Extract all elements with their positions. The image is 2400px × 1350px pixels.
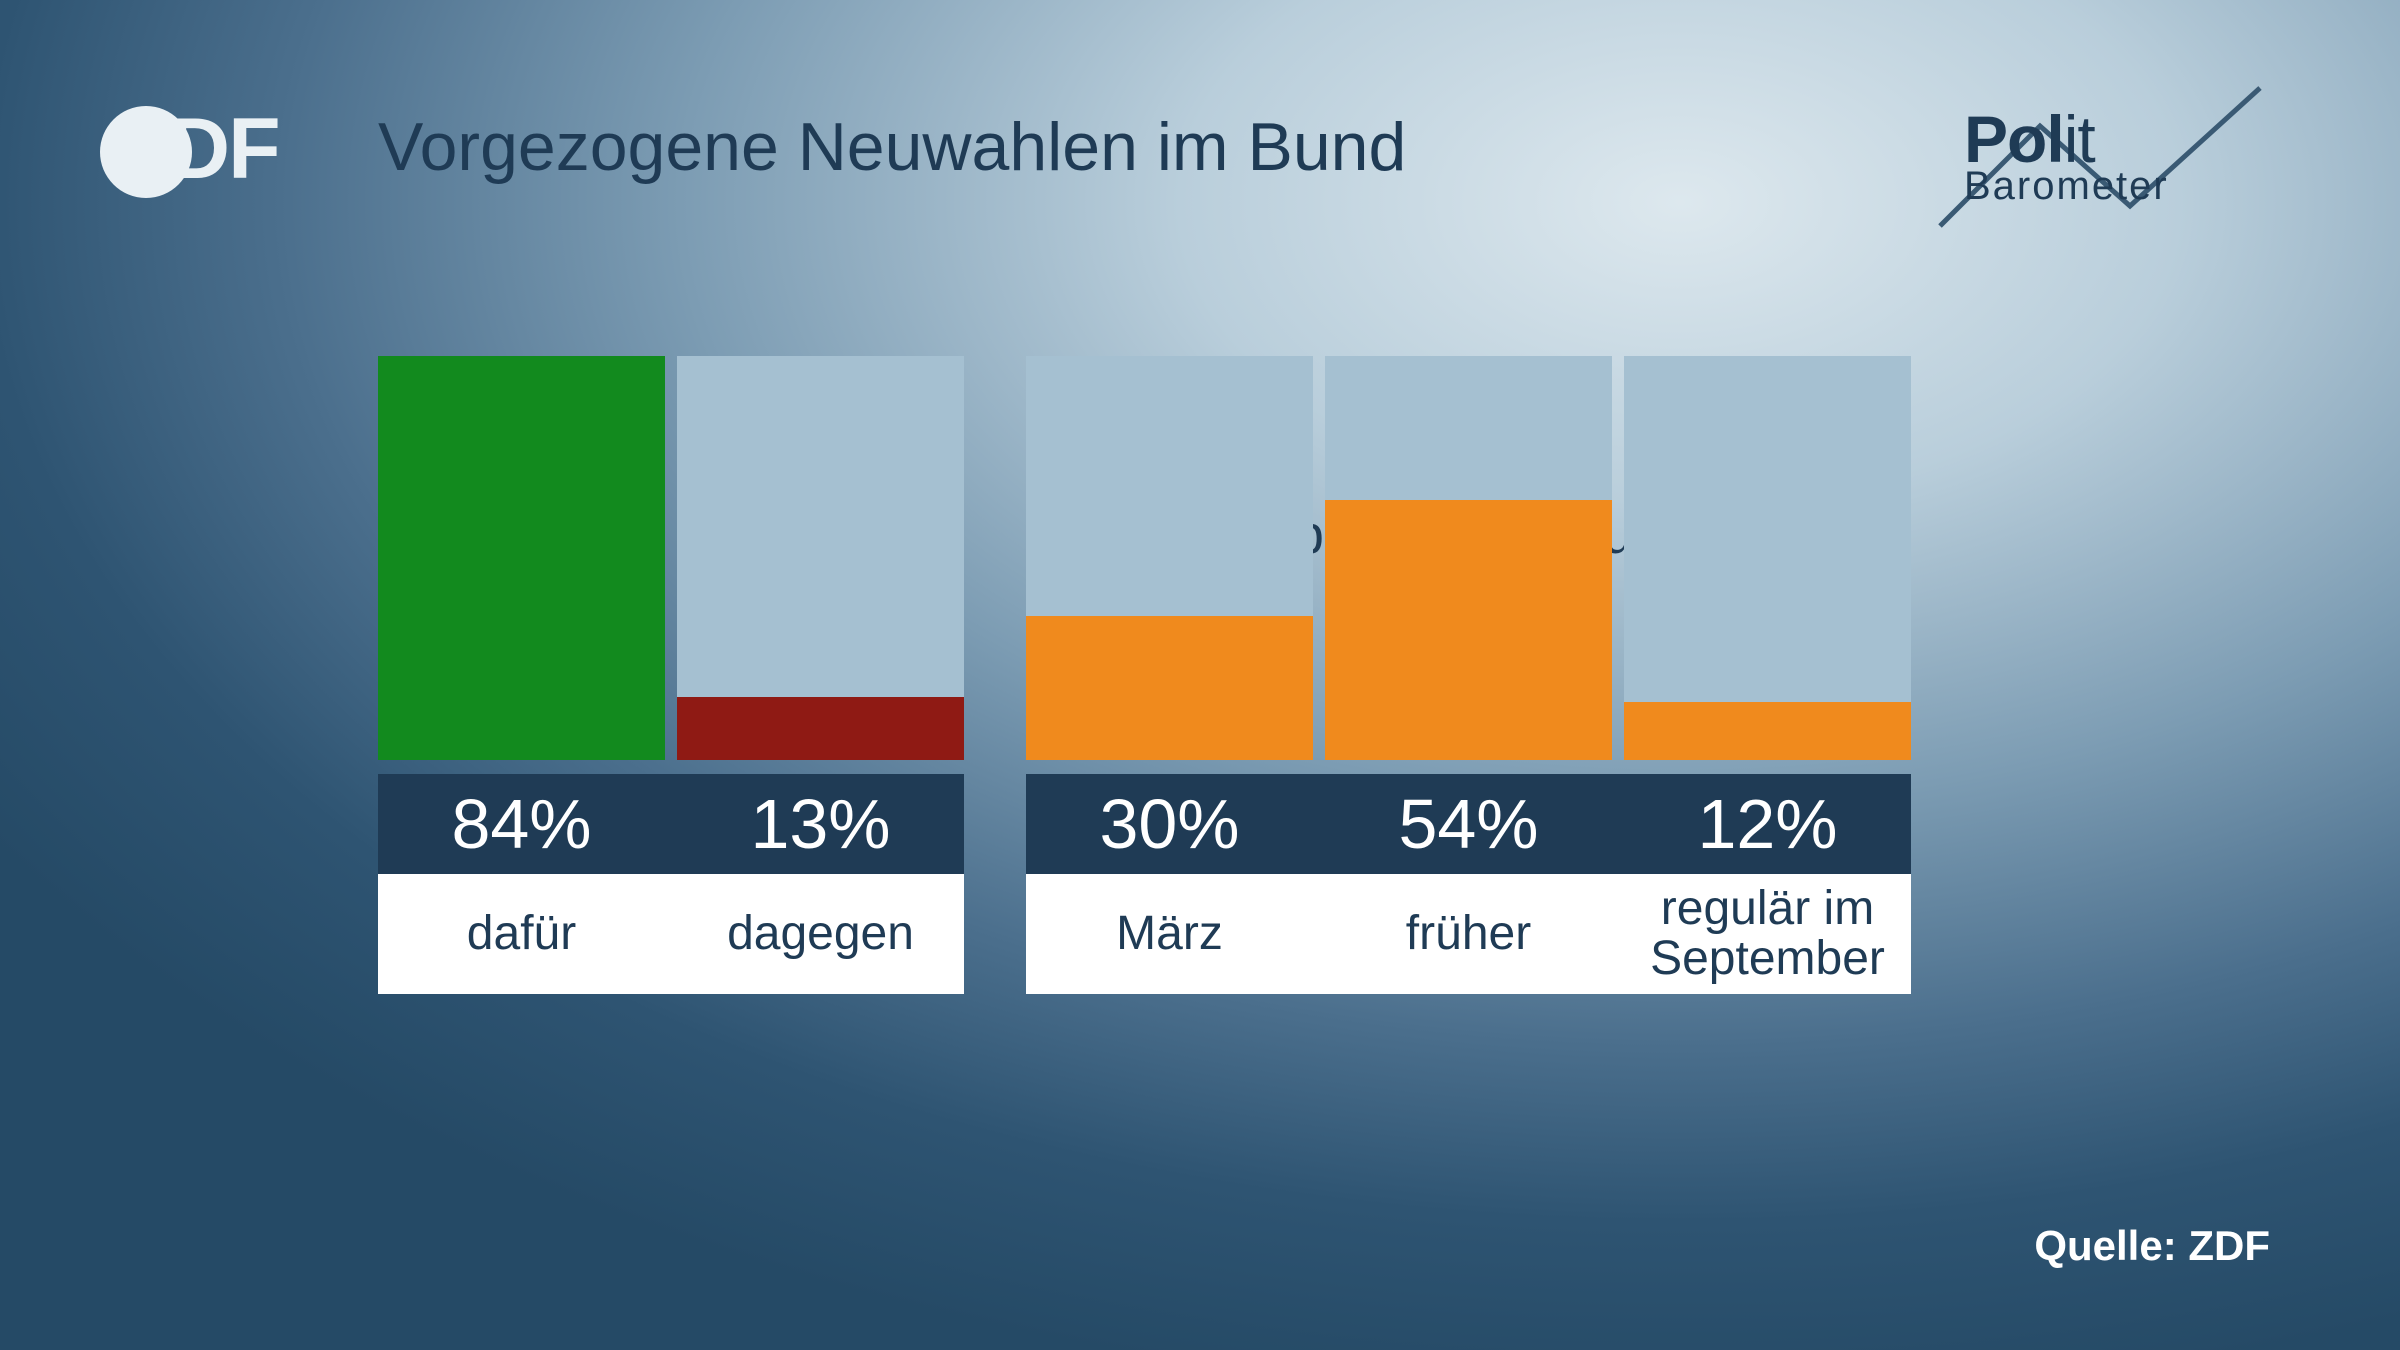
bar-column: 12%regulär im September — [1624, 356, 1911, 994]
bar-value: 84% — [378, 774, 665, 874]
bar-slot — [677, 356, 964, 760]
bar-fill — [1624, 702, 1911, 760]
bar-groups: 84%dafür13%dagegen 30%März54%früher12%reg… — [378, 590, 1934, 994]
bar-label: März — [1026, 874, 1313, 994]
bar-value: 54% — [1325, 774, 1612, 874]
bar-slot — [378, 356, 665, 760]
bar-fill — [1026, 616, 1313, 760]
bar-slot — [1624, 356, 1911, 760]
bar-column: 54%früher — [1325, 356, 1612, 994]
bar-value: 30% — [1026, 774, 1313, 874]
bar-label: früher — [1325, 874, 1612, 994]
bar-value: 12% — [1624, 774, 1911, 874]
politbarometer-text: Polit Barometer — [1964, 106, 2169, 206]
bar-slot — [1325, 356, 1612, 760]
bar-column: 30%März — [1026, 356, 1313, 994]
chart-title: Vorgezogene Neuwahlen im Bund — [378, 108, 1406, 186]
bar-fill — [1325, 500, 1612, 760]
bar-value: 13% — [677, 774, 964, 874]
bar-column: 13%dagegen — [677, 356, 964, 994]
politbarometer-line1: Polit — [1964, 106, 2169, 172]
politbarometer-logo: Polit Barometer — [1930, 76, 2270, 246]
bar-fill — [677, 697, 964, 760]
bar-group-timing: 30%März54%früher12%regulär im September — [1026, 356, 1911, 994]
bar-slot — [1026, 356, 1313, 760]
bar-label: regulär im September — [1624, 874, 1911, 994]
bar-group-opinion: 84%dafür13%dagegen — [378, 356, 964, 994]
bar-label: dafür — [378, 874, 665, 994]
bar-fill — [378, 356, 665, 760]
bar-label: dagegen — [677, 874, 964, 994]
bar-column: 84%dafür — [378, 356, 665, 994]
source-attribution: Quelle: ZDF — [2034, 1222, 2270, 1270]
zdf-logo: DF — [100, 100, 279, 203]
bar-chart: Zeitpunkt der Neuwahl 84%dafür13%dagegen… — [378, 590, 1934, 994]
zdf-logo-text: DF — [168, 100, 279, 203]
politbarometer-line2: Barometer — [1964, 166, 2169, 206]
